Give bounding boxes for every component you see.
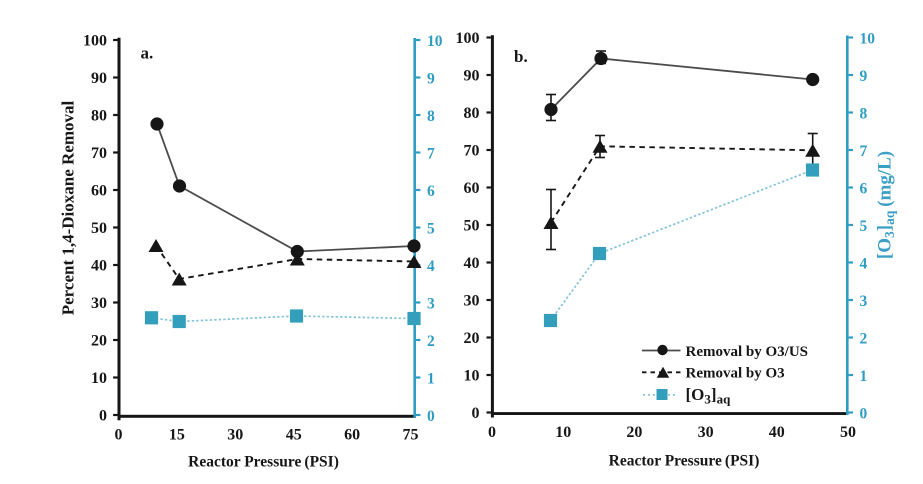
svg-text:40: 40 (91, 258, 107, 275)
svg-text:2: 2 (427, 333, 435, 350)
svg-text:1: 1 (860, 368, 868, 385)
svg-text:5: 5 (860, 218, 868, 235)
svg-text:0: 0 (427, 408, 435, 425)
svg-text:10: 10 (464, 368, 480, 385)
svg-text:4: 4 (427, 258, 435, 275)
svg-text:30: 30 (227, 426, 243, 443)
svg-text:30: 30 (464, 293, 480, 310)
svg-text:Reactor Pressure (PSI): Reactor Pressure (PSI) (609, 453, 760, 470)
svg-text:45: 45 (286, 426, 302, 443)
svg-text:6: 6 (427, 183, 435, 200)
svg-text:30: 30 (698, 424, 714, 441)
svg-text:0: 0 (115, 426, 123, 443)
svg-text:20: 20 (91, 333, 107, 350)
svg-text:9: 9 (427, 70, 435, 87)
svg-text:30: 30 (91, 295, 107, 312)
svg-text:60: 60 (464, 180, 480, 197)
svg-text:70: 70 (91, 145, 107, 162)
svg-text:Removal by O3/US: Removal by O3/US (686, 344, 809, 360)
svg-text:20: 20 (464, 330, 480, 347)
svg-text:20: 20 (626, 424, 642, 441)
svg-text:3: 3 (427, 295, 435, 312)
svg-text:10: 10 (555, 424, 571, 441)
svg-text:60: 60 (91, 183, 107, 200)
svg-text:50: 50 (840, 424, 856, 441)
svg-text:b.: b. (514, 47, 528, 66)
svg-text:15: 15 (169, 426, 185, 443)
svg-text:60: 60 (344, 426, 360, 443)
svg-text:80: 80 (464, 105, 480, 122)
svg-text:7: 7 (427, 145, 435, 162)
svg-text:10: 10 (91, 370, 107, 387)
svg-text:6: 6 (860, 180, 868, 197)
svg-text:75: 75 (403, 426, 419, 443)
svg-text:9: 9 (860, 68, 868, 85)
svg-text:5: 5 (427, 220, 435, 237)
svg-text:0: 0 (472, 405, 480, 422)
svg-text:Percent 1,4-Dioxane Removal: Percent 1,4-Dioxane Removal (59, 100, 78, 315)
svg-text:70: 70 (464, 143, 480, 160)
svg-text:50: 50 (91, 220, 107, 237)
svg-text:80: 80 (91, 108, 107, 125)
svg-text:50: 50 (464, 218, 480, 235)
svg-text:2: 2 (860, 330, 868, 347)
svg-text:1: 1 (427, 370, 435, 387)
svg-text:100: 100 (83, 33, 107, 50)
svg-text:10: 10 (427, 33, 443, 50)
svg-text:[O3]aq: [O3]aq (686, 385, 732, 406)
svg-text:7: 7 (860, 143, 868, 160)
svg-text:8: 8 (860, 105, 868, 122)
svg-text:3: 3 (860, 293, 868, 310)
svg-text:0: 0 (860, 405, 868, 422)
svg-text:[O3]aq (mg/L): [O3]aq (mg/L) (875, 151, 898, 259)
svg-text:4: 4 (860, 255, 868, 272)
svg-text:90: 90 (91, 70, 107, 87)
svg-text:100: 100 (456, 30, 480, 47)
svg-text:10: 10 (860, 30, 876, 47)
svg-text:0: 0 (99, 408, 107, 425)
svg-text:Reactor Pressure (PSI): Reactor Pressure (PSI) (188, 454, 339, 471)
svg-text:90: 90 (464, 68, 480, 85)
svg-text:8: 8 (427, 108, 435, 125)
svg-text:40: 40 (769, 424, 785, 441)
svg-text:0: 0 (488, 424, 496, 441)
svg-text:a.: a. (141, 44, 154, 63)
svg-text:40: 40 (464, 255, 480, 272)
svg-text:Removal by O3: Removal by O3 (686, 366, 785, 382)
